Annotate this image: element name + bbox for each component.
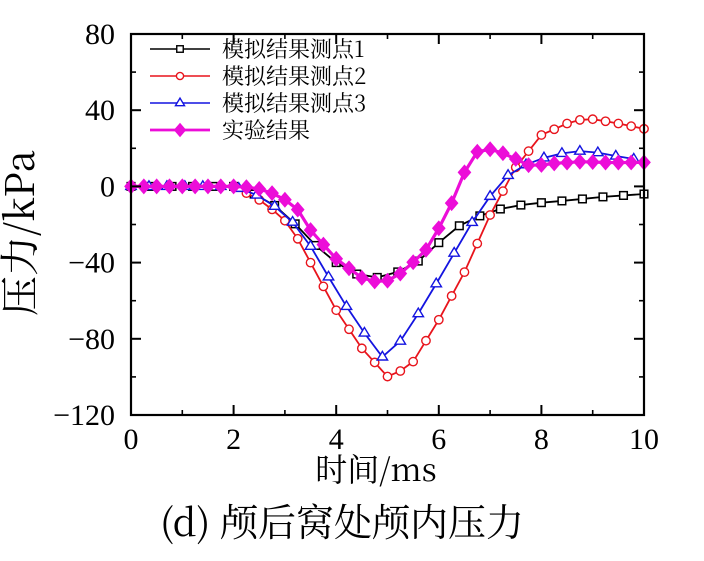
svg-text:8: 8 (534, 423, 549, 456)
svg-text:−40: −40 (68, 247, 115, 280)
svg-text:(d) 颅后窝处颅内压力: (d) 颅后窝处颅内压力 (160, 492, 524, 547)
svg-text:10: 10 (629, 423, 659, 456)
svg-text:时间/ms: 时间/ms (315, 445, 437, 491)
svg-text:0: 0 (124, 423, 139, 456)
svg-text:−80: −80 (68, 323, 115, 356)
svg-text:实验结果: 实验结果 (222, 114, 310, 145)
svg-text:0: 0 (100, 170, 115, 203)
svg-text:80: 80 (85, 18, 115, 51)
svg-text:40: 40 (85, 94, 115, 127)
svg-text:压力/kPa: 压力/kPa (0, 150, 46, 316)
svg-text:2: 2 (226, 423, 241, 456)
svg-text:−120: −120 (53, 399, 115, 432)
